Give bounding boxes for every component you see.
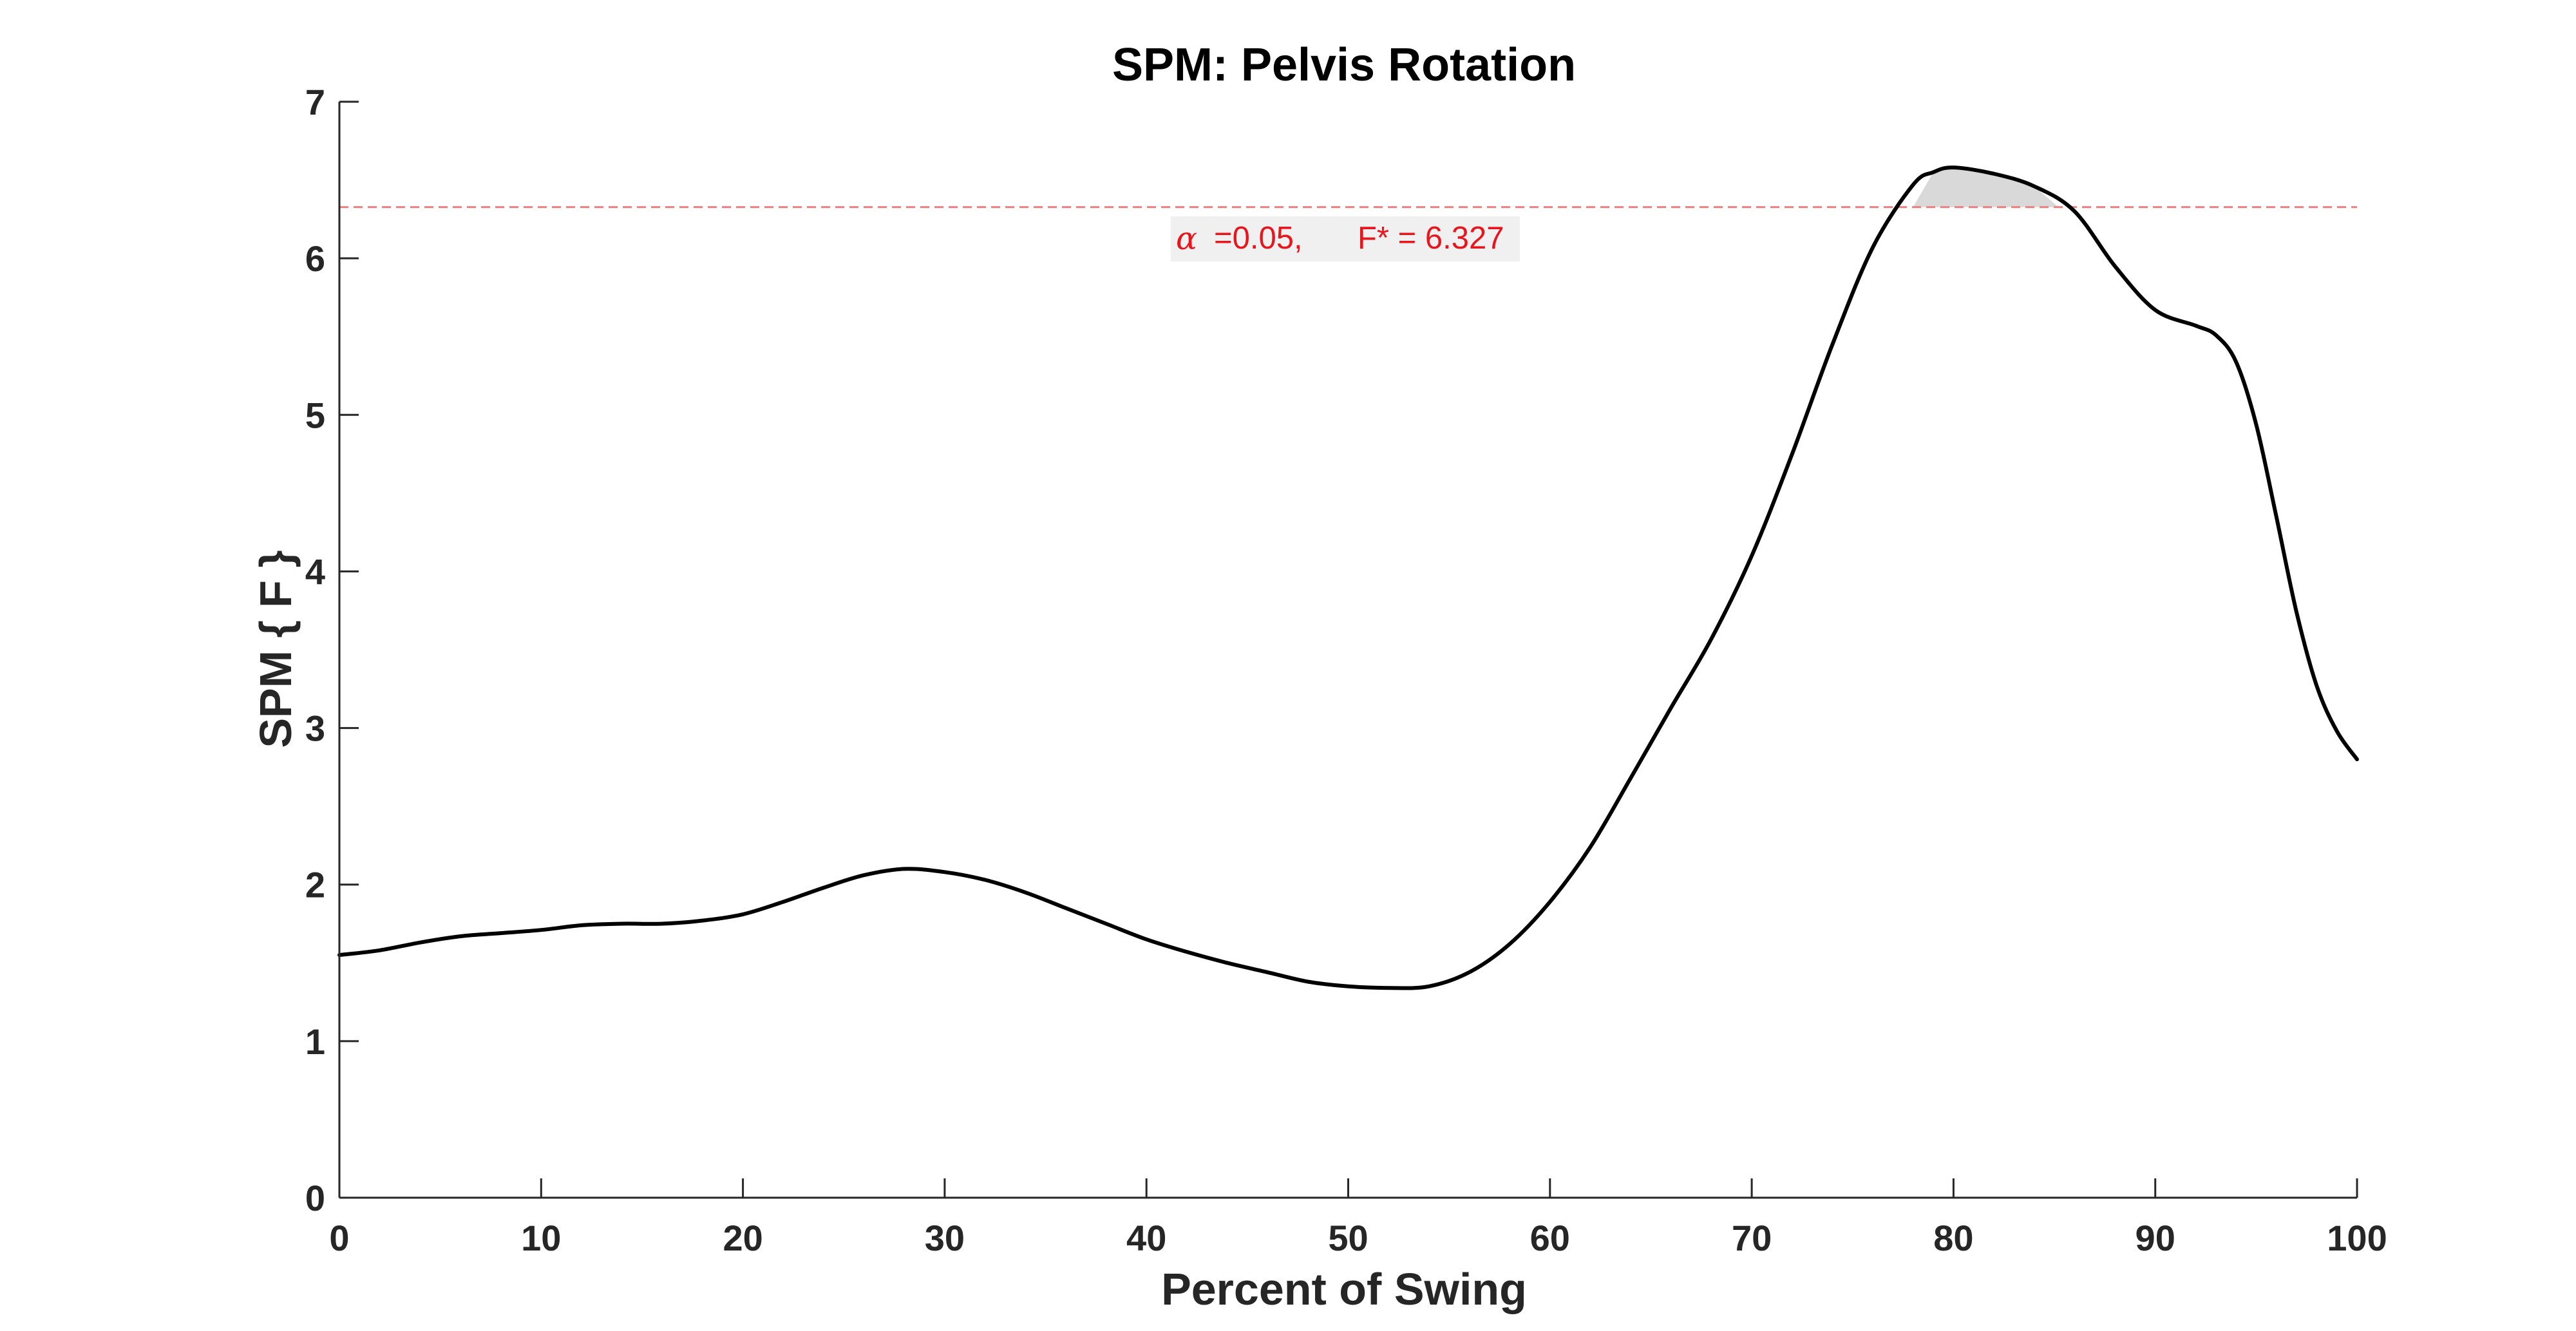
x-tick-label: 10 (521, 1218, 561, 1258)
y-tick-label: 6 (305, 238, 325, 279)
fstar-label: F* = 6.327 (1358, 221, 1504, 256)
y-axis-label: SPM { F } (251, 550, 301, 748)
y-tick-label: 0 (305, 1178, 325, 1218)
x-tick-label: 70 (1732, 1218, 1772, 1258)
alpha-symbol: α (1176, 220, 1197, 257)
y-tick-label: 4 (305, 551, 325, 592)
x-ticks-group: 0 10 20 30 40 50 60 70 80 90 100 (329, 1178, 2387, 1258)
x-tick-label: 0 (329, 1218, 349, 1258)
y-tick-label: 7 (305, 82, 325, 122)
x-axis-label: Percent of Swing (1161, 1264, 1527, 1314)
x-tick-label: 40 (1126, 1218, 1166, 1258)
x-tick-label: 30 (925, 1218, 965, 1258)
series-group (337, 165, 2359, 990)
x-tick-label: 20 (723, 1218, 762, 1258)
supra-threshold-cluster (1913, 167, 2059, 207)
annotation-background (1171, 216, 1520, 261)
shaded-region-group (1913, 167, 2059, 207)
x-tick-label: 50 (1328, 1218, 1368, 1258)
x-tick-label: 100 (2327, 1218, 2387, 1258)
alpha-value-label: =0.05, (1214, 221, 1303, 256)
x-tick-label: 80 (1933, 1218, 1973, 1258)
threshold-annotation: α =0.05, F* = 6.327 (1171, 216, 1520, 261)
y-tick-label: 1 (305, 1021, 325, 1062)
y-ticks-group: 0 1 2 3 4 5 6 7 (305, 82, 359, 1218)
x-tick-label: 90 (2136, 1218, 2175, 1258)
x-tick-label: 60 (1530, 1218, 1570, 1258)
y-tick-label: 3 (305, 708, 325, 749)
y-tick-label: 2 (305, 865, 325, 905)
chart-title: SPM: Pelvis Rotation (1112, 39, 1576, 91)
y-tick-label: 5 (305, 395, 325, 435)
spm-f-series-line (337, 165, 2359, 990)
